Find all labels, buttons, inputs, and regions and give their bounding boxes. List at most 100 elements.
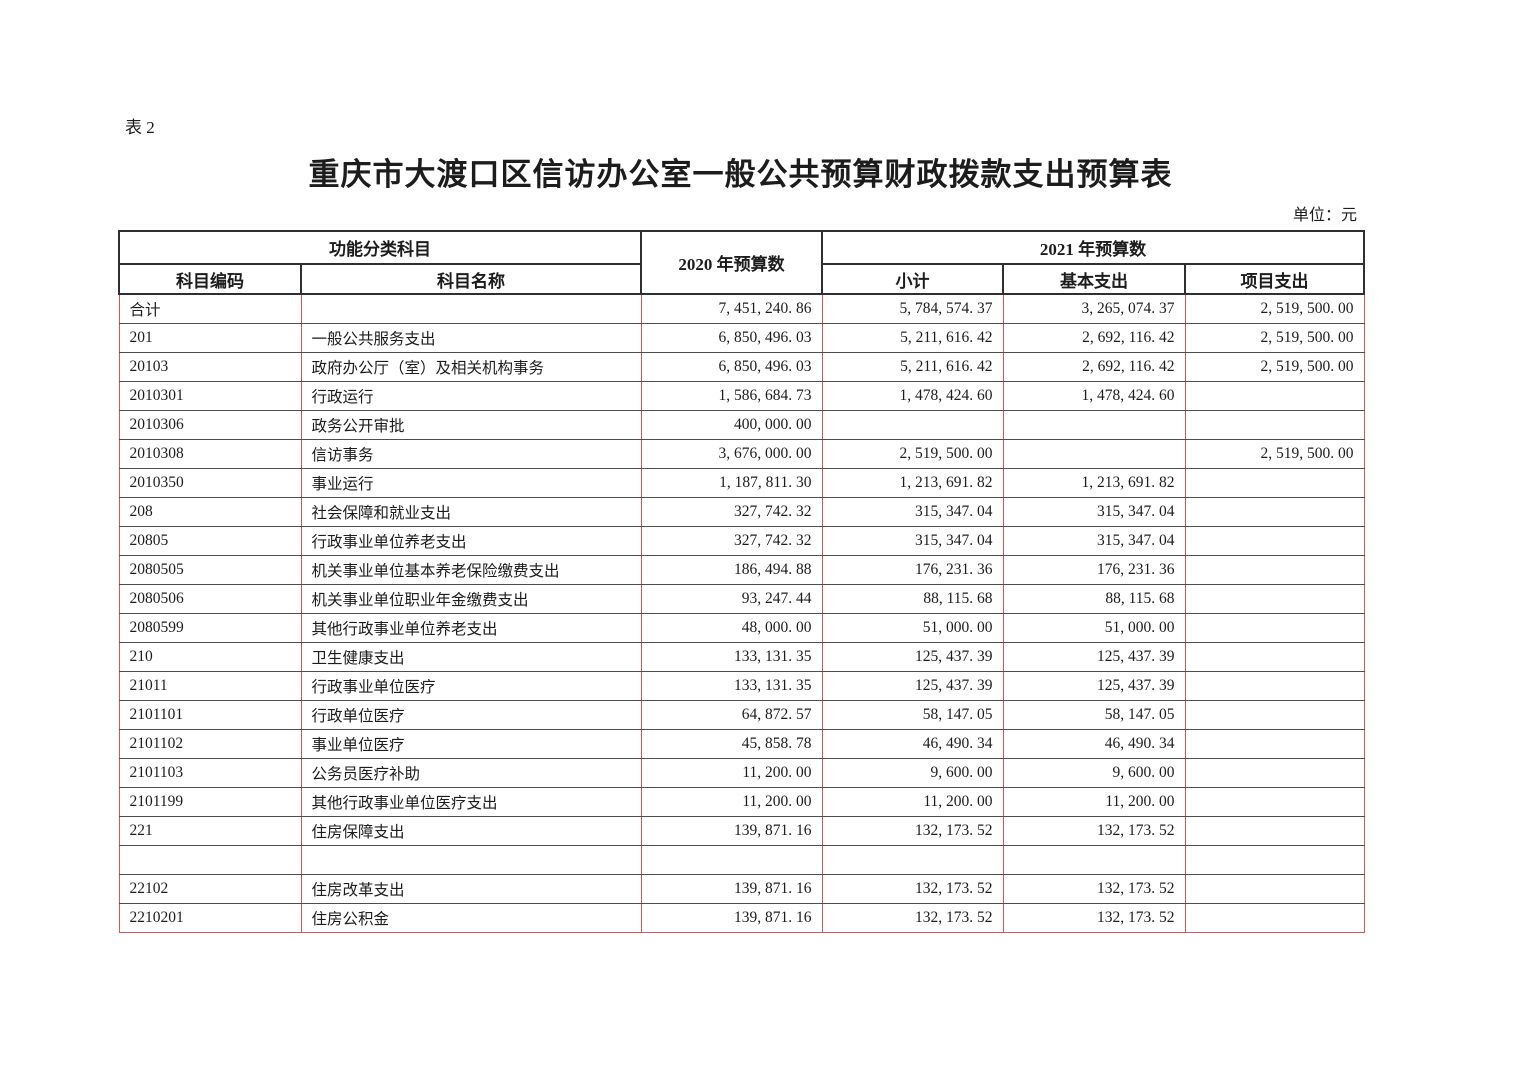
cell-subject-code: 20805: [118, 526, 302, 556]
cell-subject-code: 208: [118, 497, 302, 527]
unit-label: 单位：元: [1292, 207, 1357, 224]
cell-subtotal-2021: 5, 211, 616. 42: [821, 352, 1004, 382]
table-row: 20805 行政事业单位养老支出 327, 742. 32 315, 347. …: [118, 526, 1365, 556]
cell-basic-expenditure: [1002, 845, 1186, 875]
cell-subject-name: 一般公共服务支出: [300, 323, 642, 353]
cell-subtotal-2021: 315, 347. 04: [821, 526, 1004, 556]
cell-budget-2020: 139, 871. 16: [640, 874, 823, 904]
cell-subject-code: 2010301: [118, 381, 302, 411]
cell-subject-name: 行政运行: [300, 381, 642, 411]
cell-basic-expenditure: 176, 231. 36: [1002, 555, 1186, 585]
cell-project-expenditure: [1184, 381, 1365, 411]
cell-budget-2020: 11, 200. 00: [640, 758, 823, 788]
cell-budget-2020: 93, 247. 44: [640, 584, 823, 614]
cell-project-expenditure: [1184, 874, 1365, 904]
cell-subject-name: 政务公开审批: [300, 410, 642, 440]
cell-subject-code: 2101199: [118, 787, 302, 817]
cell-subject-name: 信访事务: [300, 439, 642, 469]
cell-basic-expenditure: 2, 692, 116. 42: [1002, 352, 1186, 382]
cell-subtotal-2021: 9, 600. 00: [821, 758, 1004, 788]
cell-subtotal-2021: 2, 519, 500. 00: [821, 439, 1004, 469]
cell-basic-expenditure: 3, 265, 074. 37: [1002, 293, 1186, 324]
header-subject-code: 科目编码: [118, 263, 302, 295]
cell-project-expenditure: [1184, 468, 1365, 498]
cell-project-expenditure: 2, 519, 500. 00: [1184, 352, 1365, 382]
cell-subtotal-2021: [821, 410, 1004, 440]
cell-subject-code: 2080505: [118, 555, 302, 585]
cell-basic-expenditure: 132, 173. 52: [1002, 874, 1186, 904]
document-title: 重庆市大渡口区信访办公室一般公共预算财政拨款支出预算表: [308, 157, 1173, 192]
cell-subtotal-2021: 88, 115. 68: [821, 584, 1004, 614]
cell-subtotal-2021: 176, 231. 36: [821, 555, 1004, 585]
cell-subject-code: 2010350: [118, 468, 302, 498]
table-row: 2010306 政务公开审批 400, 000. 00: [118, 410, 1365, 440]
cell-subject-code: 210: [118, 642, 302, 672]
cell-subtotal-2021: 132, 173. 52: [821, 874, 1004, 904]
cell-subject-code: 201: [118, 323, 302, 353]
table-row: 2080505 机关事业单位基本养老保险缴费支出 186, 494. 88 17…: [118, 555, 1365, 585]
cell-subtotal-2021: 11, 200. 00: [821, 787, 1004, 817]
cell-budget-2020: 45, 858. 78: [640, 729, 823, 759]
cell-budget-2020: 327, 742. 32: [640, 526, 823, 556]
header-project-expenditure: 项目支出: [1183, 263, 1366, 295]
table-row: 2101103 公务员医疗补助 11, 200. 00 9, 600. 00 9…: [118, 758, 1365, 788]
budget-table: 功能分类科目 2020 年预算数 2021 年预算数 科目编码 科目名称 小计 …: [118, 230, 1366, 933]
cell-basic-expenditure: 1, 213, 691. 82: [1002, 468, 1186, 498]
cell-basic-expenditure: 132, 173. 52: [1002, 903, 1186, 933]
cell-subject-code: 2101102: [118, 729, 302, 759]
cell-project-expenditure: [1184, 410, 1365, 440]
table-row: 221 住房保障支出 139, 871. 16 132, 173. 52 132…: [118, 816, 1365, 846]
cell-project-expenditure: [1184, 642, 1365, 672]
cell-budget-2020: 1, 187, 811. 30: [640, 468, 823, 498]
cell-subject-code: 2010306: [118, 410, 302, 440]
cell-budget-2020: 133, 131. 35: [640, 671, 823, 701]
table-row: 21011 行政事业单位医疗 133, 131. 35 125, 437. 39…: [118, 671, 1365, 701]
cell-project-expenditure: [1184, 613, 1365, 643]
cell-subject-name: [300, 845, 642, 875]
cell-budget-2020: 186, 494. 88: [640, 555, 823, 585]
table-row: 20103 政府办公厅（室）及相关机构事务 6, 850, 496. 03 5,…: [118, 352, 1365, 382]
cell-basic-expenditure: 2, 692, 116. 42: [1002, 323, 1186, 353]
table-row: 2210201 住房公积金 139, 871. 16 132, 173. 52 …: [118, 903, 1365, 933]
budget-table-header: 功能分类科目 2020 年预算数 2021 年预算数 科目编码 科目名称 小计 …: [118, 230, 1366, 295]
cell-project-expenditure: [1184, 903, 1365, 933]
table-row: 2080599 其他行政事业单位养老支出 48, 000. 00 51, 000…: [118, 613, 1365, 643]
cell-budget-2020: 1, 586, 684. 73: [640, 381, 823, 411]
table-row: 2101101 行政单位医疗 64, 872. 57 58, 147. 05 5…: [118, 700, 1365, 730]
cell-budget-2020: 6, 850, 496. 03: [640, 352, 823, 382]
cell-subject-name: 事业单位医疗: [300, 729, 642, 759]
cell-subject-name: 机关事业单位职业年金缴费支出: [300, 584, 642, 614]
cell-basic-expenditure: 125, 437. 39: [1002, 671, 1186, 701]
table-row: 2080506 机关事业单位职业年金缴费支出 93, 247. 44 88, 1…: [118, 584, 1365, 614]
cell-subtotal-2021: 5, 784, 574. 37: [821, 293, 1004, 324]
cell-subtotal-2021: 1, 213, 691. 82: [821, 468, 1004, 498]
cell-subtotal-2021: [821, 845, 1004, 875]
cell-project-expenditure: [1184, 729, 1365, 759]
cell-subject-name: 公务员医疗补助: [300, 758, 642, 788]
cell-basic-expenditure: [1002, 439, 1186, 469]
header-budget-2021: 2021 年预算数: [820, 230, 1366, 265]
cell-basic-expenditure: 315, 347. 04: [1002, 497, 1186, 527]
cell-basic-expenditure: 125, 437. 39: [1002, 642, 1186, 672]
cell-budget-2020: 133, 131. 35: [640, 642, 823, 672]
cell-subtotal-2021: 315, 347. 04: [821, 497, 1004, 527]
cell-subject-code: 221: [118, 816, 302, 846]
cell-budget-2020: 48, 000. 00: [640, 613, 823, 643]
cell-basic-expenditure: 88, 115. 68: [1002, 584, 1186, 614]
cell-project-expenditure: [1184, 816, 1365, 846]
cell-project-expenditure: [1184, 845, 1365, 875]
cell-basic-expenditure: 315, 347. 04: [1002, 526, 1186, 556]
budget-table-body: 合计 7, 451, 240. 86 5, 784, 574. 37 3, 26…: [118, 293, 1365, 933]
cell-basic-expenditure: 51, 000. 00: [1002, 613, 1186, 643]
cell-subject-code: 22102: [118, 874, 302, 904]
cell-subject-code: 2101103: [118, 758, 302, 788]
header-subject-name: 科目名称: [300, 263, 642, 295]
header-basic-expenditure: 基本支出: [1002, 263, 1186, 295]
cell-budget-2020: 327, 742. 32: [640, 497, 823, 527]
cell-subject-code: 2210201: [118, 903, 302, 933]
cell-subject-code: 20103: [118, 352, 302, 382]
table-row: 合计 7, 451, 240. 86 5, 784, 574. 37 3, 26…: [118, 293, 1365, 324]
cell-subject-name: 行政单位医疗: [300, 700, 642, 730]
cell-subject-code: 合计: [118, 293, 302, 324]
